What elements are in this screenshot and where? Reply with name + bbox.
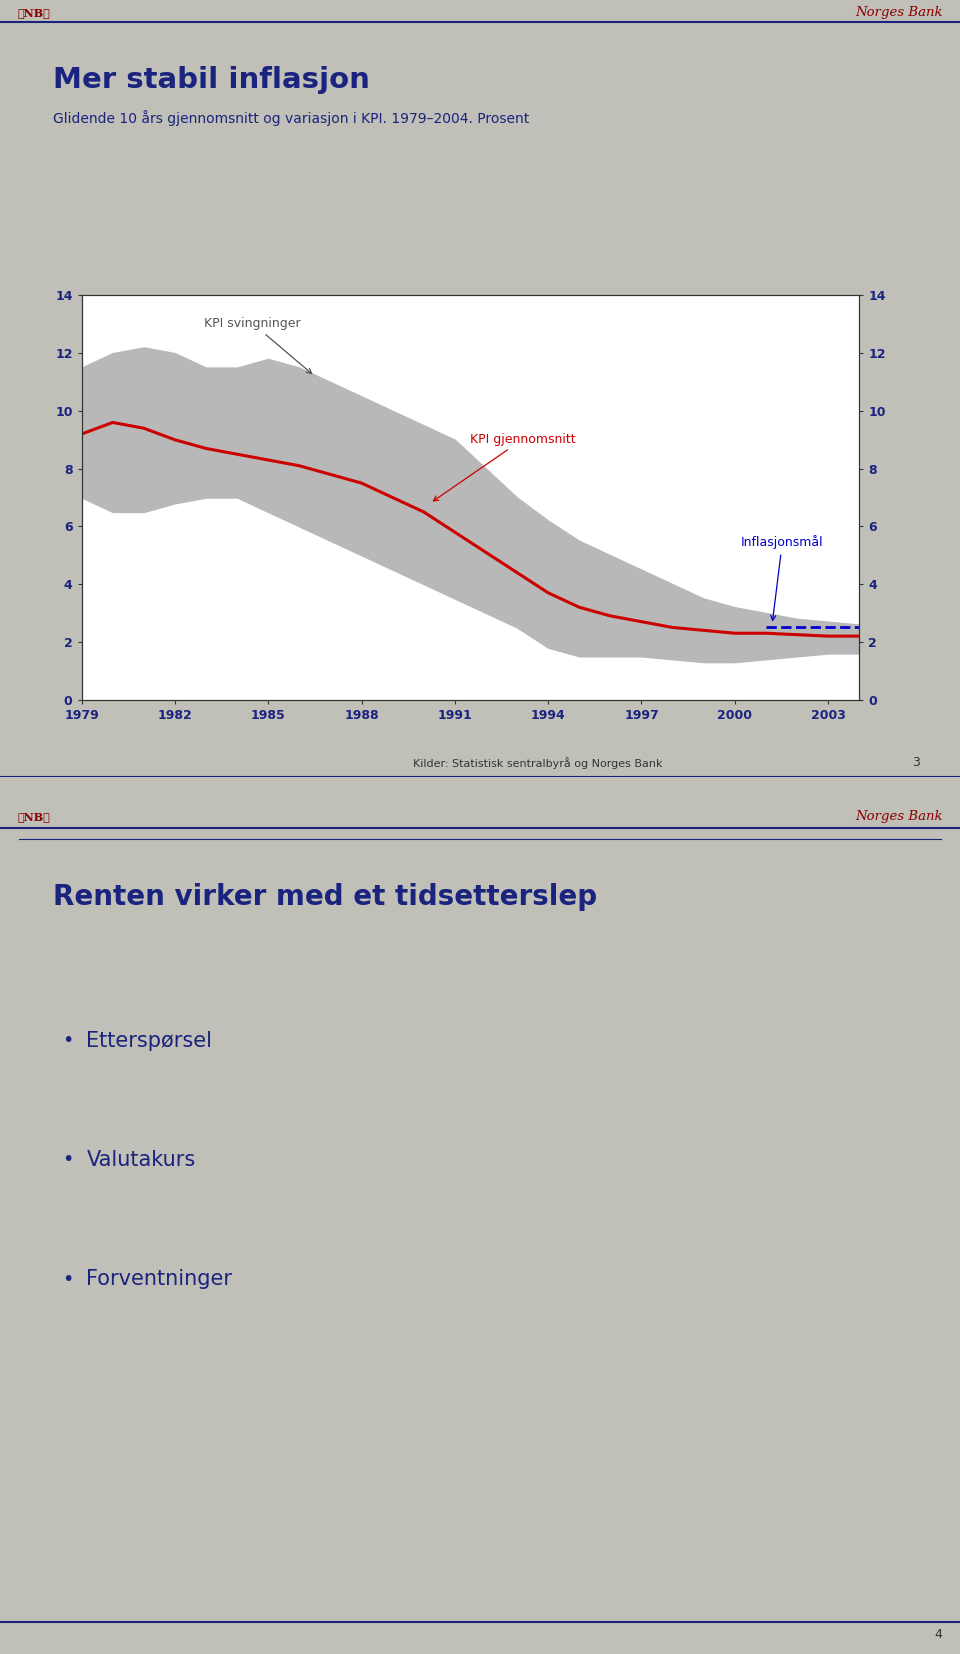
Text: Etterspørsel: Etterspørsel <box>86 1030 212 1050</box>
Text: Renten virker med et tidsetterslep: Renten virker med et tidsetterslep <box>53 883 597 911</box>
Text: Mer stabil inflasjon: Mer stabil inflasjon <box>53 66 370 94</box>
Text: ❖NB❖: ❖NB❖ <box>17 7 50 18</box>
Text: KPI gjennomsnitt: KPI gjennomsnitt <box>433 433 576 501</box>
Text: Forventninger: Forventninger <box>86 1269 232 1288</box>
Text: 4: 4 <box>935 1628 943 1641</box>
Text: Glidende 10 års gjennomsnitt og variasjon i KPI. 1979–2004. Prosent: Glidende 10 års gjennomsnitt og variasjo… <box>53 111 529 126</box>
Text: •: • <box>62 1151 74 1169</box>
Text: 3: 3 <box>912 756 920 769</box>
Text: Valutakurs: Valutakurs <box>86 1150 196 1169</box>
Text: ❖NB❖: ❖NB❖ <box>17 810 50 822</box>
Text: Norges Bank: Norges Bank <box>855 7 943 18</box>
Text: Norges Bank: Norges Bank <box>855 810 943 824</box>
Text: •: • <box>62 1030 74 1050</box>
Text: KPI svingninger: KPI svingninger <box>204 318 312 374</box>
Text: Kilder: Statistisk sentralbyrå og Norges Bank: Kilder: Statistisk sentralbyrå og Norges… <box>413 758 662 769</box>
Text: Inflasjonsmål: Inflasjonsmål <box>741 536 824 620</box>
Text: •: • <box>62 1270 74 1288</box>
